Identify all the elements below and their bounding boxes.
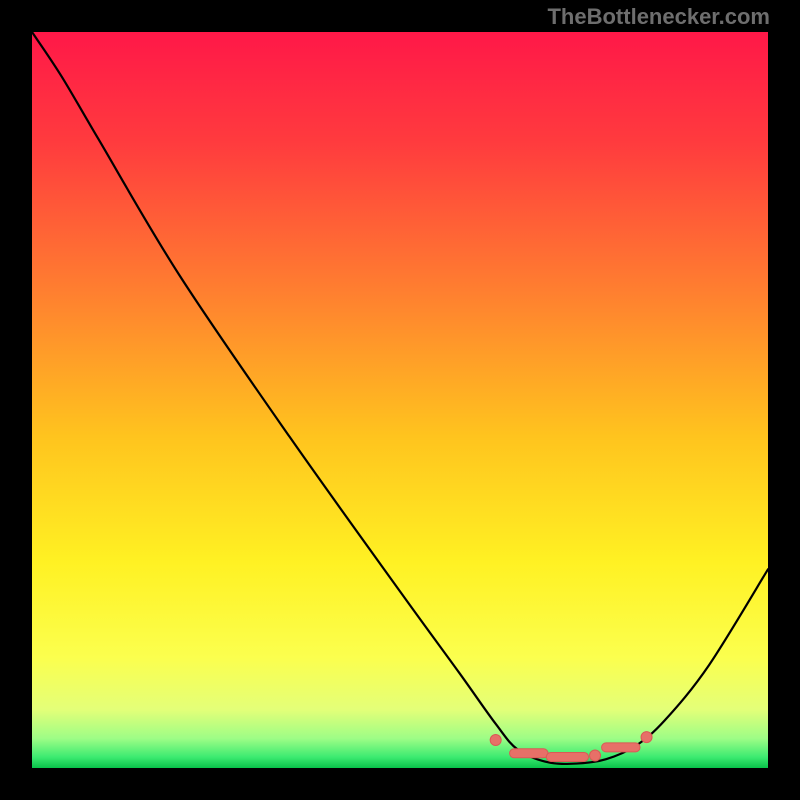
- marker-pill: [546, 752, 588, 761]
- chart-frame: TheBottlenecker.com: [0, 0, 800, 800]
- chart-svg: [32, 32, 768, 768]
- marker-pill: [602, 743, 640, 752]
- gradient-background: [32, 32, 768, 768]
- marker-dot: [641, 732, 652, 743]
- marker-dot: [490, 735, 501, 746]
- marker-pill: [510, 749, 548, 758]
- marker-dot: [590, 750, 601, 761]
- plot-area: [32, 32, 768, 768]
- watermark-text: TheBottlenecker.com: [547, 4, 770, 30]
